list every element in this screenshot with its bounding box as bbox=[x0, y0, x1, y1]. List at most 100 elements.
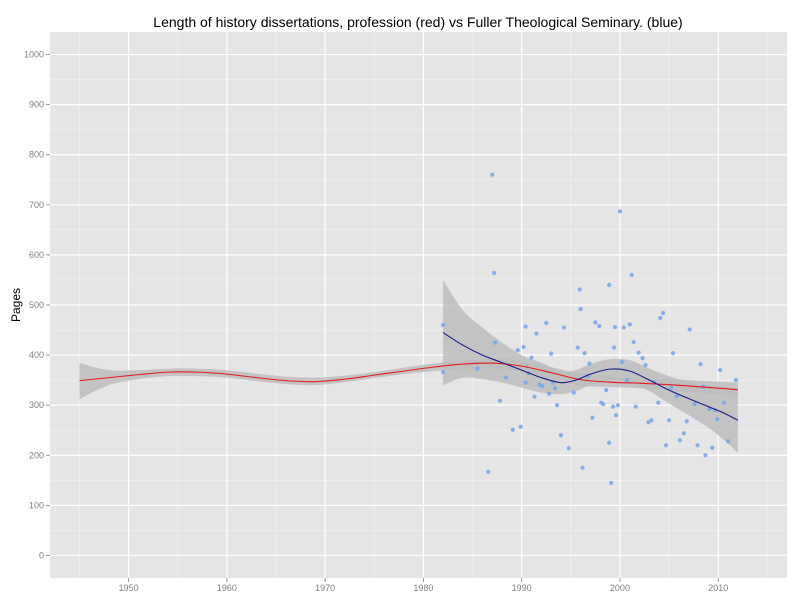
data-point bbox=[656, 400, 661, 405]
data-point bbox=[549, 351, 554, 356]
data-point bbox=[631, 339, 636, 345]
data-point bbox=[684, 419, 689, 424]
data-point bbox=[621, 325, 626, 330]
x-tick-label: 2010 bbox=[708, 583, 728, 593]
data-point bbox=[658, 315, 663, 321]
data-point bbox=[440, 370, 446, 375]
data-point bbox=[554, 403, 560, 408]
data-point bbox=[664, 443, 669, 448]
data-point bbox=[649, 418, 654, 423]
confidence-ribbons bbox=[79, 279, 738, 453]
y-tick-label: 200 bbox=[29, 450, 44, 460]
data-point bbox=[587, 361, 592, 366]
data-point bbox=[529, 355, 534, 360]
data-point bbox=[593, 320, 598, 325]
red-trend-line bbox=[79, 362, 738, 391]
data-point bbox=[698, 362, 703, 367]
data-point bbox=[677, 438, 682, 443]
data-point bbox=[561, 325, 567, 330]
data-point bbox=[629, 272, 634, 278]
data-point bbox=[521, 344, 526, 350]
data-point bbox=[590, 415, 595, 420]
data-point bbox=[666, 418, 672, 423]
blue-trend-ribbon bbox=[443, 279, 738, 453]
data-point bbox=[486, 469, 491, 474]
data-points bbox=[440, 172, 739, 485]
data-point bbox=[497, 398, 503, 403]
x-tick-label: 2000 bbox=[610, 583, 630, 593]
data-point bbox=[518, 424, 523, 429]
data-point bbox=[540, 384, 545, 389]
blue-trend-line bbox=[442, 332, 739, 421]
data-point bbox=[582, 350, 587, 356]
y-tick-label: 800 bbox=[29, 150, 44, 160]
smooth-lines bbox=[79, 332, 739, 421]
data-point bbox=[523, 324, 528, 329]
data-point bbox=[609, 480, 614, 485]
data-point bbox=[552, 386, 558, 391]
x-tick-label: 1970 bbox=[315, 583, 335, 593]
y-tick-label: 900 bbox=[29, 100, 44, 110]
data-point bbox=[440, 322, 446, 328]
data-point bbox=[619, 360, 625, 365]
data-point bbox=[722, 400, 727, 405]
data-point bbox=[547, 391, 552, 396]
data-point bbox=[633, 404, 638, 409]
data-point bbox=[695, 443, 700, 448]
data-point bbox=[580, 465, 585, 470]
data-point bbox=[577, 287, 582, 292]
data-point bbox=[681, 431, 686, 436]
data-point bbox=[661, 310, 666, 316]
y-tick-label: 1000 bbox=[24, 50, 44, 60]
data-point bbox=[503, 375, 509, 380]
data-point bbox=[670, 350, 676, 356]
x-tick-label: 1950 bbox=[119, 583, 139, 593]
data-point bbox=[617, 209, 623, 214]
data-point bbox=[532, 394, 537, 399]
x-tick-label: 1960 bbox=[217, 583, 237, 593]
y-tick-label: 400 bbox=[29, 350, 44, 360]
data-point bbox=[687, 327, 692, 332]
data-point bbox=[611, 345, 617, 350]
data-point bbox=[674, 394, 680, 399]
data-point bbox=[534, 331, 539, 336]
data-point bbox=[613, 413, 619, 418]
data-point bbox=[566, 446, 571, 451]
data-point bbox=[475, 366, 480, 371]
y-tick-label: 600 bbox=[29, 250, 44, 260]
data-point bbox=[725, 439, 731, 444]
y-tick-label: 0 bbox=[39, 550, 44, 560]
x-tick-label: 1990 bbox=[512, 583, 532, 593]
axis-ticks bbox=[46, 54, 719, 582]
data-point bbox=[692, 402, 697, 407]
data-point bbox=[643, 363, 648, 368]
data-point bbox=[510, 427, 515, 432]
tick-labels: 1950 1960 1970 1980 1990 2000 2010 0 100 200 300 40… bbox=[24, 50, 728, 593]
data-point bbox=[710, 445, 715, 450]
data-point bbox=[607, 282, 612, 288]
data-point bbox=[610, 404, 616, 409]
data-point bbox=[733, 378, 739, 383]
data-point bbox=[668, 385, 674, 390]
data-point bbox=[640, 355, 645, 361]
chart-title: Length of history dissertations, profess… bbox=[153, 14, 683, 30]
data-point bbox=[515, 347, 520, 353]
data-point bbox=[544, 320, 549, 326]
data-point bbox=[612, 324, 618, 330]
data-point bbox=[490, 172, 495, 177]
y-tick-label: 700 bbox=[29, 200, 44, 210]
data-point bbox=[558, 433, 564, 438]
data-point bbox=[715, 417, 720, 422]
x-tick-label: 1980 bbox=[413, 583, 433, 593]
data-point bbox=[601, 402, 606, 407]
y-tick-label: 300 bbox=[29, 400, 44, 410]
major-gridlines bbox=[50, 32, 787, 578]
data-point bbox=[523, 380, 528, 385]
data-point bbox=[571, 390, 576, 395]
data-point bbox=[492, 270, 497, 276]
data-point bbox=[646, 420, 651, 425]
data-point bbox=[597, 323, 602, 329]
data-point bbox=[615, 403, 621, 408]
data-point bbox=[718, 368, 723, 373]
